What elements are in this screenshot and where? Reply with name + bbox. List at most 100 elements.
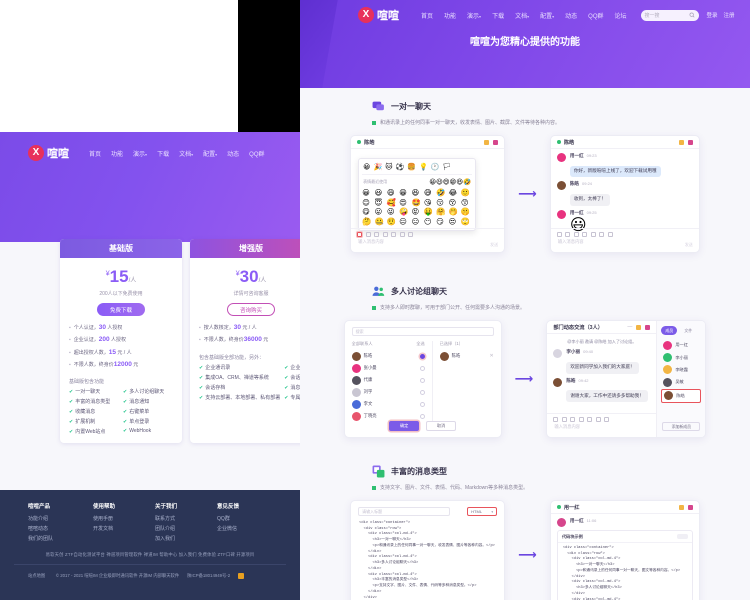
nav-item-config[interactable]: 配置▾ bbox=[203, 151, 218, 158]
more-icon[interactable] bbox=[645, 324, 651, 330]
emoji-cell[interactable]: 🤩 bbox=[411, 197, 421, 207]
consult-button-pro[interactable]: 咨询购买 bbox=[227, 303, 275, 316]
file-icon[interactable] bbox=[590, 232, 596, 237]
emoji-cell[interactable]: 😃 bbox=[374, 188, 383, 197]
emoji-tab[interactable]: 💡 bbox=[418, 164, 428, 171]
scissors-icon[interactable] bbox=[570, 417, 576, 422]
emoji-cell[interactable]: 😛 bbox=[374, 207, 383, 217]
star-icon[interactable] bbox=[678, 504, 684, 510]
emoji-cell[interactable]: 🤭 bbox=[448, 207, 458, 217]
footer-partner-links[interactable]: 易软天创 ZTF自动化测试平台 禅道项目管理软件 禅道IM 帮助中心 加入我们 … bbox=[45, 552, 255, 557]
contact-row[interactable]: 刘宇 bbox=[351, 386, 425, 398]
send-button[interactable]: 发送 bbox=[490, 242, 499, 247]
language-select[interactable]: HTML ▾ bbox=[467, 507, 498, 516]
contact-row[interactable]: 陈皓 bbox=[351, 350, 425, 362]
emoji-cell[interactable]: 😁 bbox=[399, 188, 407, 197]
emoji-recent-items[interactable]: 😀😃😄😁😆🤣 bbox=[429, 179, 472, 186]
emoji-cell[interactable]: 😀 bbox=[362, 188, 370, 197]
radio-icon[interactable] bbox=[419, 413, 425, 419]
scissors-icon[interactable] bbox=[374, 232, 380, 237]
emoji-tab[interactable]: 🎉 bbox=[373, 164, 383, 171]
scissors-icon[interactable] bbox=[573, 232, 579, 237]
footer-link[interactable]: 团队介绍 bbox=[155, 526, 176, 532]
image-icon[interactable] bbox=[365, 232, 371, 237]
nav-item-home[interactable]: 首页 bbox=[421, 13, 434, 20]
emoji-cell[interactable]: 🤣 bbox=[436, 188, 446, 197]
more-icon[interactable] bbox=[493, 139, 499, 145]
emoji-tab[interactable]: ⚽ bbox=[395, 164, 405, 171]
nav-item-config[interactable]: 配置▾ bbox=[540, 13, 555, 20]
emoji-cell[interactable]: 😑 bbox=[411, 216, 420, 226]
emoji-cell[interactable]: 😐 bbox=[399, 216, 407, 226]
file-icon[interactable] bbox=[391, 232, 397, 237]
emoji-cell[interactable]: 😒 bbox=[448, 216, 457, 226]
more-icon[interactable] bbox=[687, 504, 693, 510]
star-icon[interactable] bbox=[636, 324, 642, 330]
code-title-input[interactable]: 请输入标题 bbox=[358, 507, 451, 516]
emoji-cell[interactable]: 😝 bbox=[411, 207, 420, 217]
member-row-highlighted[interactable]: 陈皓 bbox=[661, 388, 702, 403]
footer-link[interactable]: 企业微信 bbox=[217, 526, 238, 532]
emoji-cell[interactable]: 😄 bbox=[386, 188, 395, 197]
emoji-icon[interactable] bbox=[553, 417, 559, 422]
radio-icon[interactable] bbox=[419, 401, 425, 407]
emoji-grid[interactable]: 😀 😃 😄 😁 😆 😅 🤣 😂 🙂 😊 😇 🥰 bbox=[362, 187, 472, 227]
history-icon[interactable] bbox=[604, 417, 610, 422]
login-link[interactable]: 登录 bbox=[706, 13, 718, 19]
download-button-basic[interactable]: 免费下载 bbox=[97, 303, 145, 316]
contact-row[interactable]: 代康 bbox=[351, 374, 425, 386]
nav-item-news[interactable]: 动态 bbox=[565, 13, 578, 20]
nav-item-download[interactable]: 下载 bbox=[157, 151, 170, 158]
emoji-tab[interactable]: 😀 bbox=[363, 164, 371, 171]
radio-icon[interactable] bbox=[419, 377, 425, 383]
register-link[interactable]: 注册 bbox=[723, 13, 735, 19]
emoji-cell[interactable]: 😆 bbox=[411, 188, 420, 197]
member-row[interactable]: 李小丽 bbox=[661, 351, 701, 363]
nav-item-home[interactable]: 首页 bbox=[89, 151, 102, 158]
emoji-cell[interactable]: 😙 bbox=[460, 197, 469, 207]
minimize-icon[interactable]: — bbox=[627, 323, 633, 330]
emoji-cell[interactable]: 😜 bbox=[386, 207, 395, 217]
footer-link[interactable]: 功能介绍 bbox=[28, 516, 49, 522]
copy-button[interactable] bbox=[676, 534, 688, 539]
nav-item-qq-group[interactable]: QQ群 bbox=[249, 151, 265, 158]
emoji-icon[interactable] bbox=[357, 232, 363, 237]
nav-item-features[interactable]: 功能 bbox=[444, 13, 457, 20]
nav-item-demo[interactable]: 演示▾ bbox=[467, 13, 482, 20]
emoji-tab[interactable]: 🏳 bbox=[442, 164, 452, 171]
image-icon[interactable] bbox=[565, 232, 571, 237]
code-block[interactable]: <div class="container"> <div class="row"… bbox=[359, 521, 495, 600]
message-input-placeholder[interactable]: 输入消息内容 bbox=[554, 424, 581, 429]
nav-item-qq-group[interactable]: QQ群 bbox=[588, 13, 604, 20]
emoji-cell[interactable]: 😅 bbox=[423, 188, 432, 197]
emoji-cell[interactable]: 🤑 bbox=[423, 207, 434, 217]
nav-item-news[interactable]: 动态 bbox=[227, 151, 240, 158]
nav-item-forum[interactable]: 论坛 bbox=[614, 13, 627, 20]
select-all-link[interactable]: 全选 bbox=[416, 341, 425, 346]
member-row[interactable]: 李晓霞 bbox=[661, 364, 701, 376]
history-icon[interactable] bbox=[607, 232, 613, 237]
file-icon[interactable] bbox=[587, 417, 593, 422]
logo[interactable]: X 喧喧 bbox=[28, 145, 69, 161]
footer-sitemap-link[interactable]: 站点地图 bbox=[28, 573, 46, 578]
folder-icon[interactable] bbox=[578, 417, 584, 422]
emoji-cell[interactable]: 🤫 bbox=[460, 207, 471, 217]
radio-selected-icon[interactable] bbox=[419, 353, 425, 359]
code-icon[interactable] bbox=[595, 417, 601, 422]
footer-link[interactable]: QQ群 bbox=[217, 516, 230, 522]
emoji-cell[interactable]: 😘 bbox=[423, 197, 432, 207]
emoji-cell[interactable]: 😏 bbox=[436, 216, 444, 226]
nav-item-docs[interactable]: 文档▾ bbox=[515, 13, 530, 20]
footer-link[interactable]: 我们的团队 bbox=[28, 536, 54, 542]
folder-icon[interactable] bbox=[582, 232, 588, 237]
star-icon[interactable] bbox=[678, 139, 684, 145]
emoji-cell[interactable]: 🤔 bbox=[362, 216, 372, 226]
tab-files[interactable]: 文件 bbox=[684, 327, 693, 333]
emoji-cell[interactable]: 😍 bbox=[399, 197, 407, 207]
emoji-cell[interactable]: 😶 bbox=[423, 216, 432, 226]
footer-link[interactable]: 加入我们 bbox=[155, 536, 176, 542]
history-icon[interactable] bbox=[408, 232, 414, 237]
member-search-input[interactable]: 搜索 bbox=[351, 327, 494, 336]
more-icon[interactable] bbox=[687, 139, 693, 145]
icp-text[interactable]: 陕ICP备18014949号-2 bbox=[187, 573, 231, 578]
